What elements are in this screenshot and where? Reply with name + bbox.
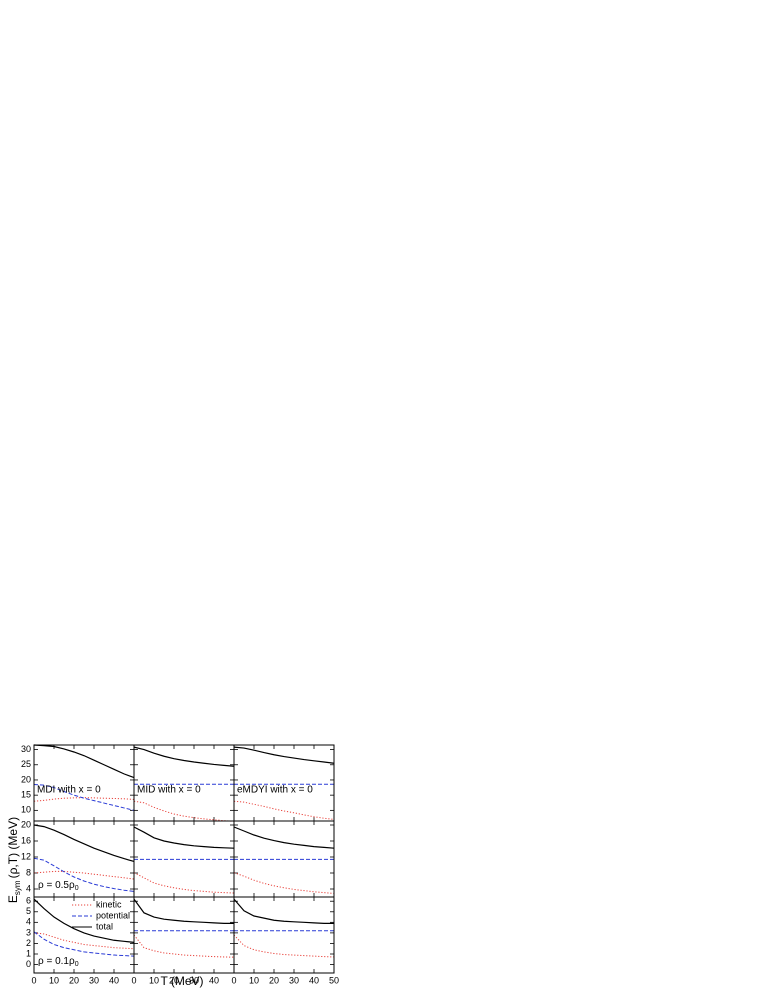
density-sub: 0 <box>75 885 79 892</box>
legend-label: potential <box>96 910 130 920</box>
panel-annotation: MID with x = 0 <box>137 785 201 796</box>
x-tick-label: 30 <box>89 975 99 985</box>
y-tick-label: 4 <box>26 883 31 893</box>
series-line <box>133 898 234 924</box>
y-tick-label: 20 <box>21 774 31 784</box>
x-tick-label: 0 <box>231 975 236 985</box>
panel-frame <box>133 744 235 822</box>
series-line <box>233 746 335 764</box>
series-line <box>33 932 135 950</box>
y-tick-label: 6 <box>26 896 31 906</box>
y-tick-label: 1 <box>26 948 31 958</box>
y-tick-label: 5 <box>26 906 31 916</box>
y-tick-label: 8 <box>26 867 31 877</box>
density-text: ρ = 0.5ρ <box>38 880 75 891</box>
density-sub: 0 <box>75 961 79 968</box>
series-line <box>233 934 335 958</box>
y-tick-label: 25 <box>21 759 31 769</box>
x-tick-label: 20 <box>269 975 279 985</box>
legend-label: kinetic <box>96 899 122 909</box>
series-line <box>33 870 135 880</box>
x-tick-label: 0 <box>31 975 36 985</box>
x-tick-label: 40 <box>309 975 319 985</box>
series-line <box>33 797 135 802</box>
panel-annotation: MDI with x = 0 <box>37 785 101 796</box>
series-line <box>33 824 135 862</box>
x-tick-label: 20 <box>169 975 179 985</box>
series-line <box>133 826 235 849</box>
y-tick-label: 4 <box>26 917 31 927</box>
panel-frame <box>33 744 135 822</box>
y-tick-label: 15 <box>21 790 31 800</box>
legend-label: total <box>96 921 113 931</box>
series-line <box>33 898 135 943</box>
y-tick-label: 10 <box>21 805 31 815</box>
x-tick-label: 10 <box>249 975 259 985</box>
y-label-main: E <box>6 895 20 903</box>
x-tick-label: 10 <box>49 975 59 985</box>
series-line <box>233 826 335 849</box>
density-label: ρ = 0.1ρ0 <box>38 956 79 968</box>
x-tick-label: 40 <box>109 975 119 985</box>
panel-frame <box>133 896 235 974</box>
series-line <box>133 746 235 767</box>
series-line <box>33 744 135 779</box>
y-tick-label: 12 <box>21 851 31 861</box>
y-tick-label: 0 <box>26 959 31 969</box>
x-tick-label: 30 <box>289 975 299 985</box>
density-label: ρ = 0.5ρ0 <box>38 880 79 892</box>
x-tick-label: 50 <box>329 975 339 985</box>
series-line <box>133 800 235 822</box>
series-line <box>233 898 334 924</box>
series-line <box>33 784 135 811</box>
y-tick-label: 3 <box>26 927 31 937</box>
y-tick-label: 16 <box>21 835 31 845</box>
y-axis-label: Esym (ρ,T) (MeV) <box>6 817 22 903</box>
y-label-sub: sym <box>13 880 22 895</box>
series-line <box>233 872 335 894</box>
series-line <box>133 872 235 894</box>
y-label-rest: (ρ,T) (MeV) <box>6 817 20 878</box>
y-tick-label: 2 <box>26 938 31 948</box>
x-tick-label: 10 <box>149 975 159 985</box>
panel-frame <box>233 896 335 974</box>
series-line <box>133 934 235 958</box>
x-tick-label: 20 <box>69 975 79 985</box>
series-line <box>33 857 135 892</box>
panel-annotation: eMDYI with x = 0 <box>237 785 313 796</box>
series-line <box>33 931 135 957</box>
y-tick-label: 20 <box>21 819 31 829</box>
density-text: ρ = 0.1ρ <box>38 956 75 967</box>
x-tick-label: 30 <box>189 975 199 985</box>
x-tick-label: 0 <box>131 975 136 985</box>
x-axis-label: T (MeV) <box>160 974 203 988</box>
y-tick-label: 30 <box>21 744 31 754</box>
series-line <box>233 800 335 820</box>
x-tick-label: 40 <box>209 975 219 985</box>
